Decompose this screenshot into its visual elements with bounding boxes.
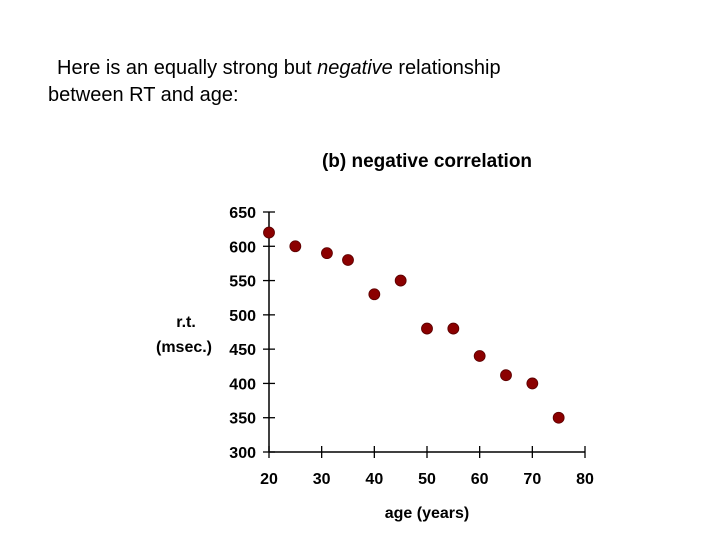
y-tick-label: 500 xyxy=(229,308,256,325)
data-point xyxy=(289,240,302,253)
data-point xyxy=(421,322,433,335)
y-tick-label: 400 xyxy=(229,376,256,393)
y-tick-label: 300 xyxy=(229,445,256,462)
chart-title: (b) negative correlation xyxy=(322,151,532,172)
data-point xyxy=(342,254,354,266)
intro-text-after: relationship xyxy=(392,57,501,79)
x-tick-label: 70 xyxy=(523,471,541,488)
intro-text: Here is an equally strong but negative r… xyxy=(48,55,688,109)
y-tick-label: 350 xyxy=(229,411,256,428)
x-tick-label: 20 xyxy=(260,471,278,488)
data-point xyxy=(552,411,565,424)
intro-line-2: between RT and age: xyxy=(48,84,239,106)
y-tick-label: 600 xyxy=(229,239,256,256)
intro-text-before: Here is an equally strong but xyxy=(57,57,318,79)
intro-emphasis: negative xyxy=(317,57,393,79)
data-point xyxy=(321,247,333,260)
x-tick-label: 30 xyxy=(313,471,331,488)
intro-line-1: Here is an equally strong but negative r… xyxy=(48,55,688,82)
data-point xyxy=(368,288,381,301)
data-points xyxy=(263,226,565,424)
data-point xyxy=(473,350,486,362)
x-ticks: 20 30 40 50 60 70 80 xyxy=(260,446,594,488)
y-tick-label: 450 xyxy=(229,342,256,359)
data-point xyxy=(500,369,512,382)
x-tick-label: 60 xyxy=(471,471,489,488)
y-axis-label-line-1: r.t. xyxy=(176,314,196,331)
y-axis-label-line-2: (msec.) xyxy=(156,339,212,356)
data-point xyxy=(394,274,407,287)
data-point xyxy=(526,377,539,390)
data-point xyxy=(263,226,275,239)
y-tick-label: 550 xyxy=(229,274,256,291)
x-tick-label: 40 xyxy=(365,471,383,488)
x-axis-label: age (years) xyxy=(385,505,470,522)
y-tick-label: 650 xyxy=(229,205,256,222)
y-ticks: 300 350 400 450 500 550 600 650 xyxy=(229,205,275,462)
x-tick-label: 80 xyxy=(576,471,594,488)
x-tick-label: 50 xyxy=(418,471,436,488)
data-point xyxy=(447,322,460,335)
